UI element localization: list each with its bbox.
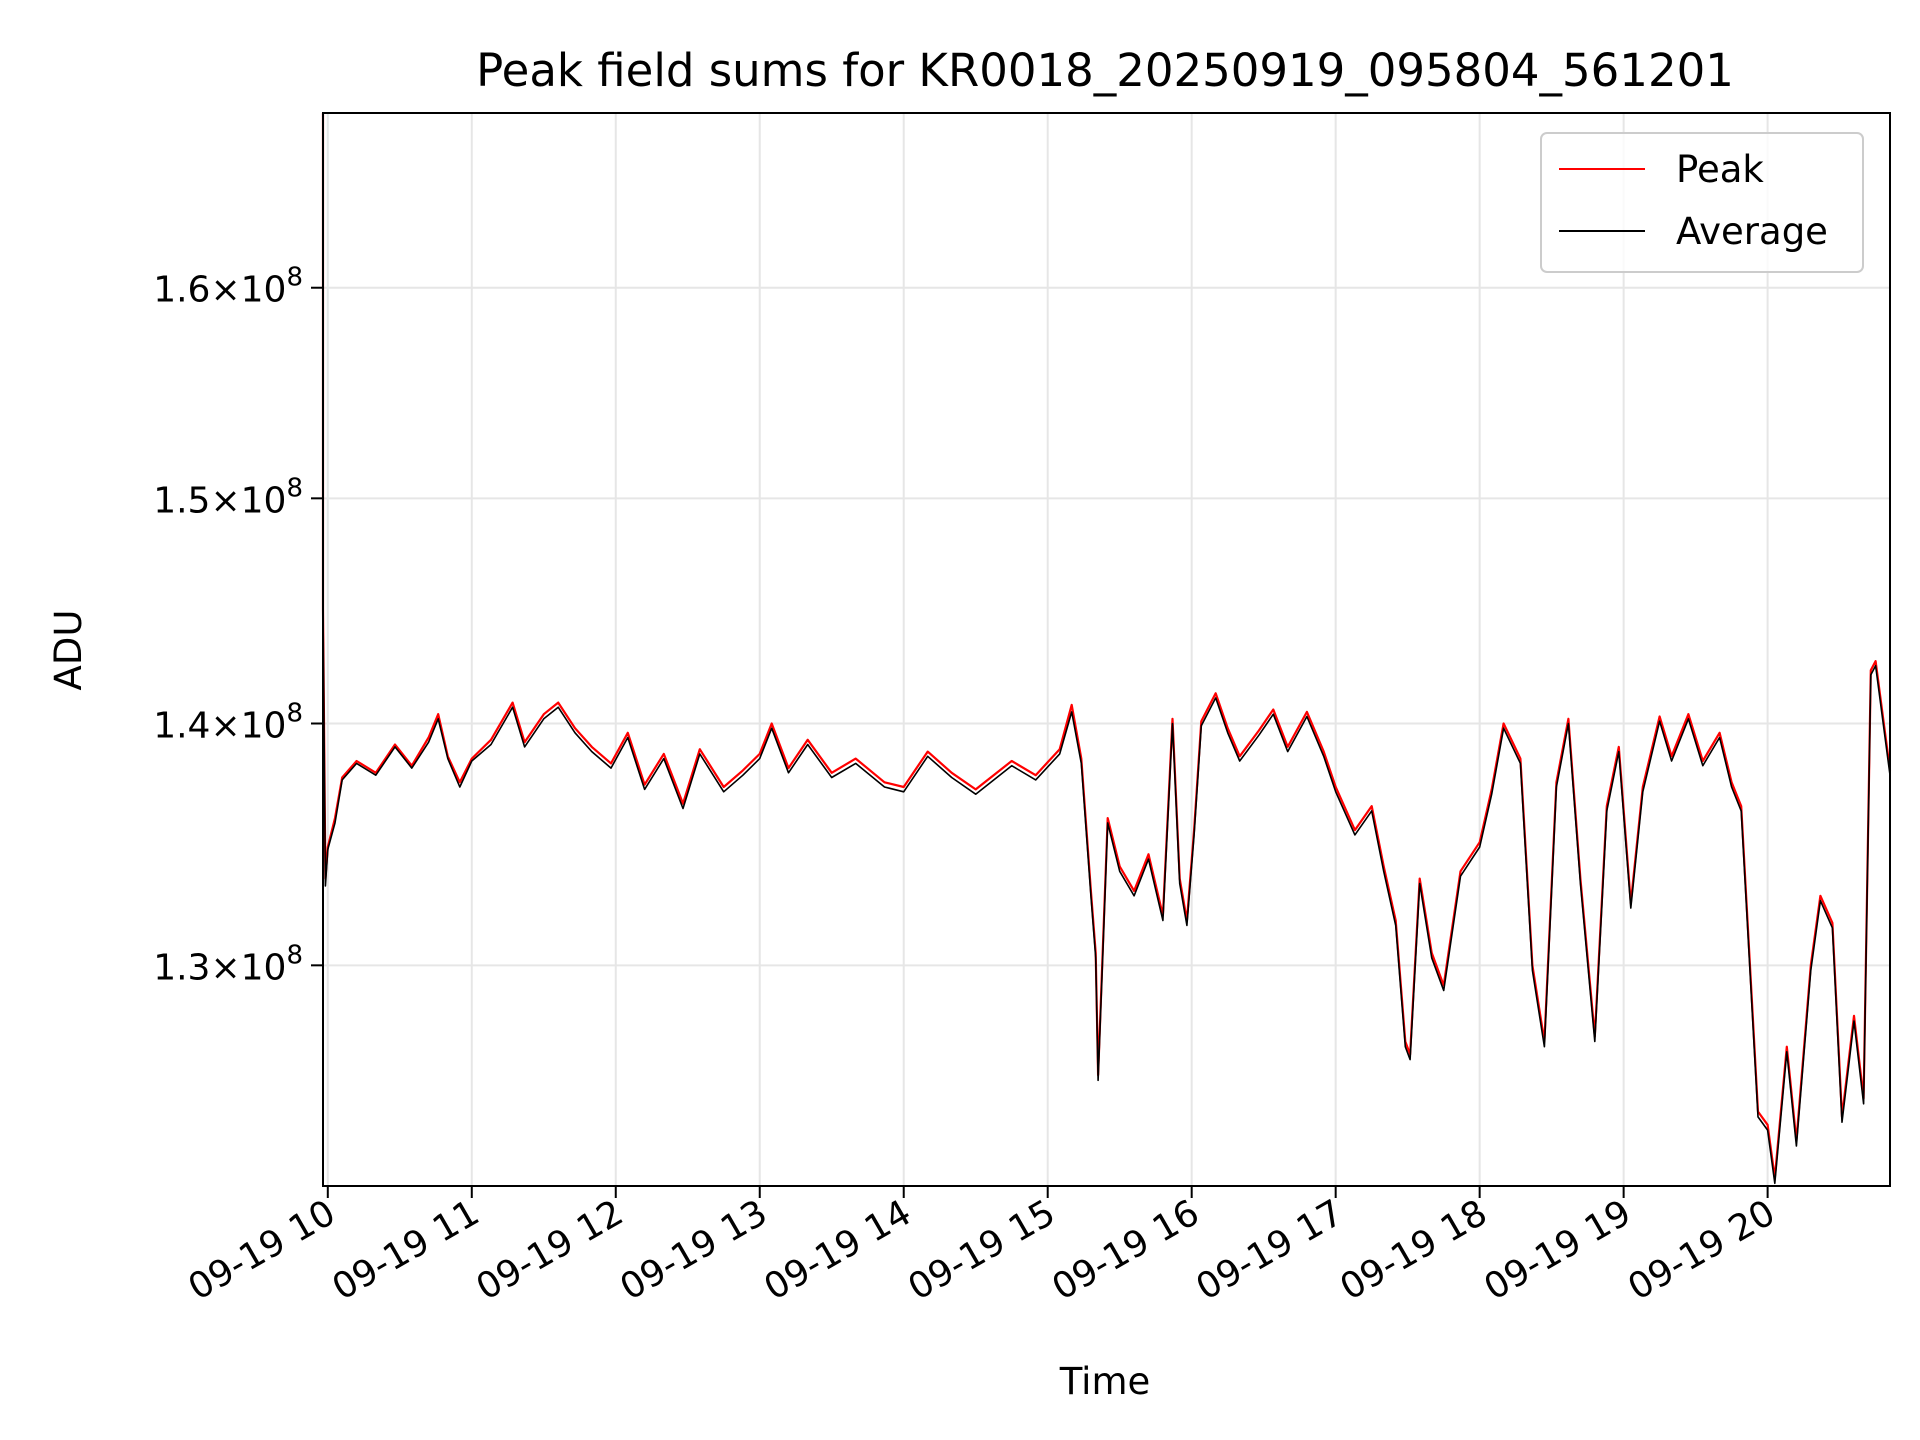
y-tick-times: ×10	[210, 480, 286, 521]
series-line-average	[322, 608, 1891, 1185]
y-tick-mantissa: 1.4	[153, 705, 210, 746]
x-axis-title: Time	[1059, 1360, 1151, 1403]
series-lines	[321, 113, 1892, 1185]
grid	[323, 113, 1890, 1186]
legend-label-average: Average	[1676, 210, 1828, 253]
y-tick-label: 1.4×108	[153, 698, 303, 746]
plot-background	[323, 113, 1890, 1186]
plot-frame	[322, 112, 1891, 1187]
y-tick-label: 1.6×108	[153, 263, 303, 311]
y-axis-title: ADU	[47, 610, 90, 691]
y-tick-times: ×10	[210, 270, 286, 311]
y-tick-label: 1.5×108	[153, 473, 303, 521]
y-tick-mantissa: 1.3	[153, 947, 210, 988]
y-tick-exponent: 8	[286, 473, 303, 503]
y-tick-mantissa: 1.5	[153, 480, 210, 521]
legend: Peak Average	[1540, 132, 1864, 273]
y-tick-times: ×10	[210, 705, 286, 746]
y-tick-times: ×10	[210, 947, 286, 988]
legend-label-peak: Peak	[1676, 148, 1764, 191]
chart-title: Peak field sums for KR0018_20250919_0958…	[476, 44, 1734, 97]
legend-box	[1540, 132, 1864, 273]
plot-area	[321, 112, 1892, 1187]
y-tick-label: 1.3×108	[153, 940, 303, 988]
y-tick-exponent: 8	[286, 698, 303, 728]
y-tick-exponent: 8	[286, 940, 303, 970]
y-tick-mantissa: 1.6	[153, 270, 210, 311]
y-tick-exponent: 8	[286, 263, 303, 293]
